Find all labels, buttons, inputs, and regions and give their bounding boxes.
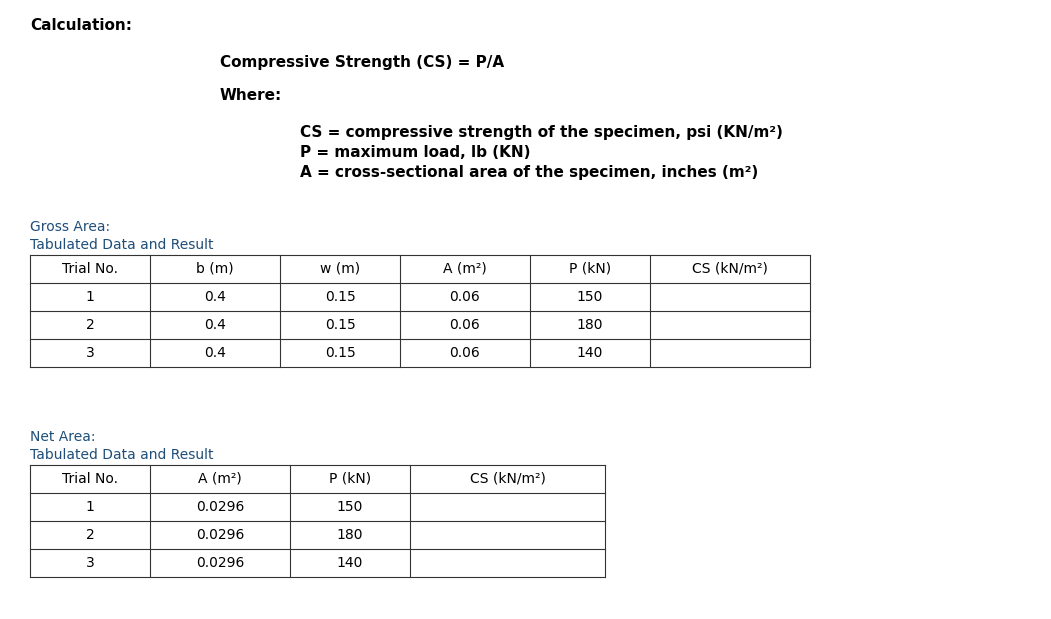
Text: 0.4: 0.4 [204,318,226,332]
Text: b (m): b (m) [197,262,233,276]
Text: 0.0296: 0.0296 [195,500,244,514]
Text: 180: 180 [336,528,364,542]
Text: 3: 3 [85,346,95,360]
Text: 0.0296: 0.0296 [195,556,244,570]
Text: 0.4: 0.4 [204,346,226,360]
Text: 150: 150 [577,290,603,304]
Text: Calculation:: Calculation: [30,18,132,33]
Text: Where:: Where: [220,88,283,103]
Text: w (m): w (m) [320,262,360,276]
Text: Trial No.: Trial No. [62,472,118,486]
Text: 0.15: 0.15 [325,346,355,360]
Text: P (kN): P (kN) [329,472,371,486]
Text: 140: 140 [336,556,364,570]
Text: 0.4: 0.4 [204,290,226,304]
Text: CS (kN/m²): CS (kN/m²) [692,262,768,276]
Text: Tabulated Data and Result: Tabulated Data and Result [30,448,213,462]
Text: Compressive Strength (CS) = P/A: Compressive Strength (CS) = P/A [220,55,504,70]
Text: 0.15: 0.15 [325,318,355,332]
Text: P = maximum load, lb (KN): P = maximum load, lb (KN) [300,145,531,160]
Text: CS (kN/m²): CS (kN/m²) [470,472,545,486]
Text: 2: 2 [85,318,95,332]
Text: A (m²): A (m²) [444,262,487,276]
Text: A = cross-sectional area of the specimen, inches (m²): A = cross-sectional area of the specimen… [300,165,758,180]
Text: 0.06: 0.06 [450,346,480,360]
Text: Trial No.: Trial No. [62,262,118,276]
Text: CS = compressive strength of the specimen, psi (KN/m²): CS = compressive strength of the specime… [300,125,783,140]
Text: Net Area:: Net Area: [30,430,96,444]
Text: 1: 1 [85,500,95,514]
Text: 0.06: 0.06 [450,290,480,304]
Text: A (m²): A (m²) [199,472,242,486]
Text: 150: 150 [336,500,364,514]
Text: 0.0296: 0.0296 [195,528,244,542]
Text: P (kN): P (kN) [569,262,611,276]
Text: 2: 2 [85,528,95,542]
Text: 3: 3 [85,556,95,570]
Text: 0.15: 0.15 [325,290,355,304]
Text: 1: 1 [85,290,95,304]
Text: 180: 180 [577,318,603,332]
Text: Gross Area:: Gross Area: [30,220,110,234]
Text: 140: 140 [577,346,603,360]
Text: Tabulated Data and Result: Tabulated Data and Result [30,238,213,252]
Text: 0.06: 0.06 [450,318,480,332]
